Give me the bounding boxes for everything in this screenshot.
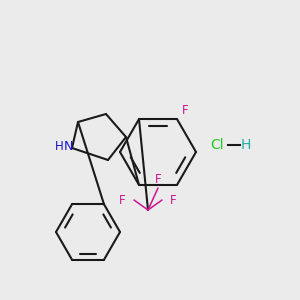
Text: F: F <box>119 194 126 206</box>
Text: N: N <box>63 140 73 152</box>
Text: Cl: Cl <box>210 138 224 152</box>
Text: H: H <box>55 140 63 152</box>
Text: F: F <box>155 173 161 186</box>
Text: F: F <box>170 194 177 206</box>
Text: H: H <box>241 138 251 152</box>
Text: F: F <box>182 104 189 117</box>
